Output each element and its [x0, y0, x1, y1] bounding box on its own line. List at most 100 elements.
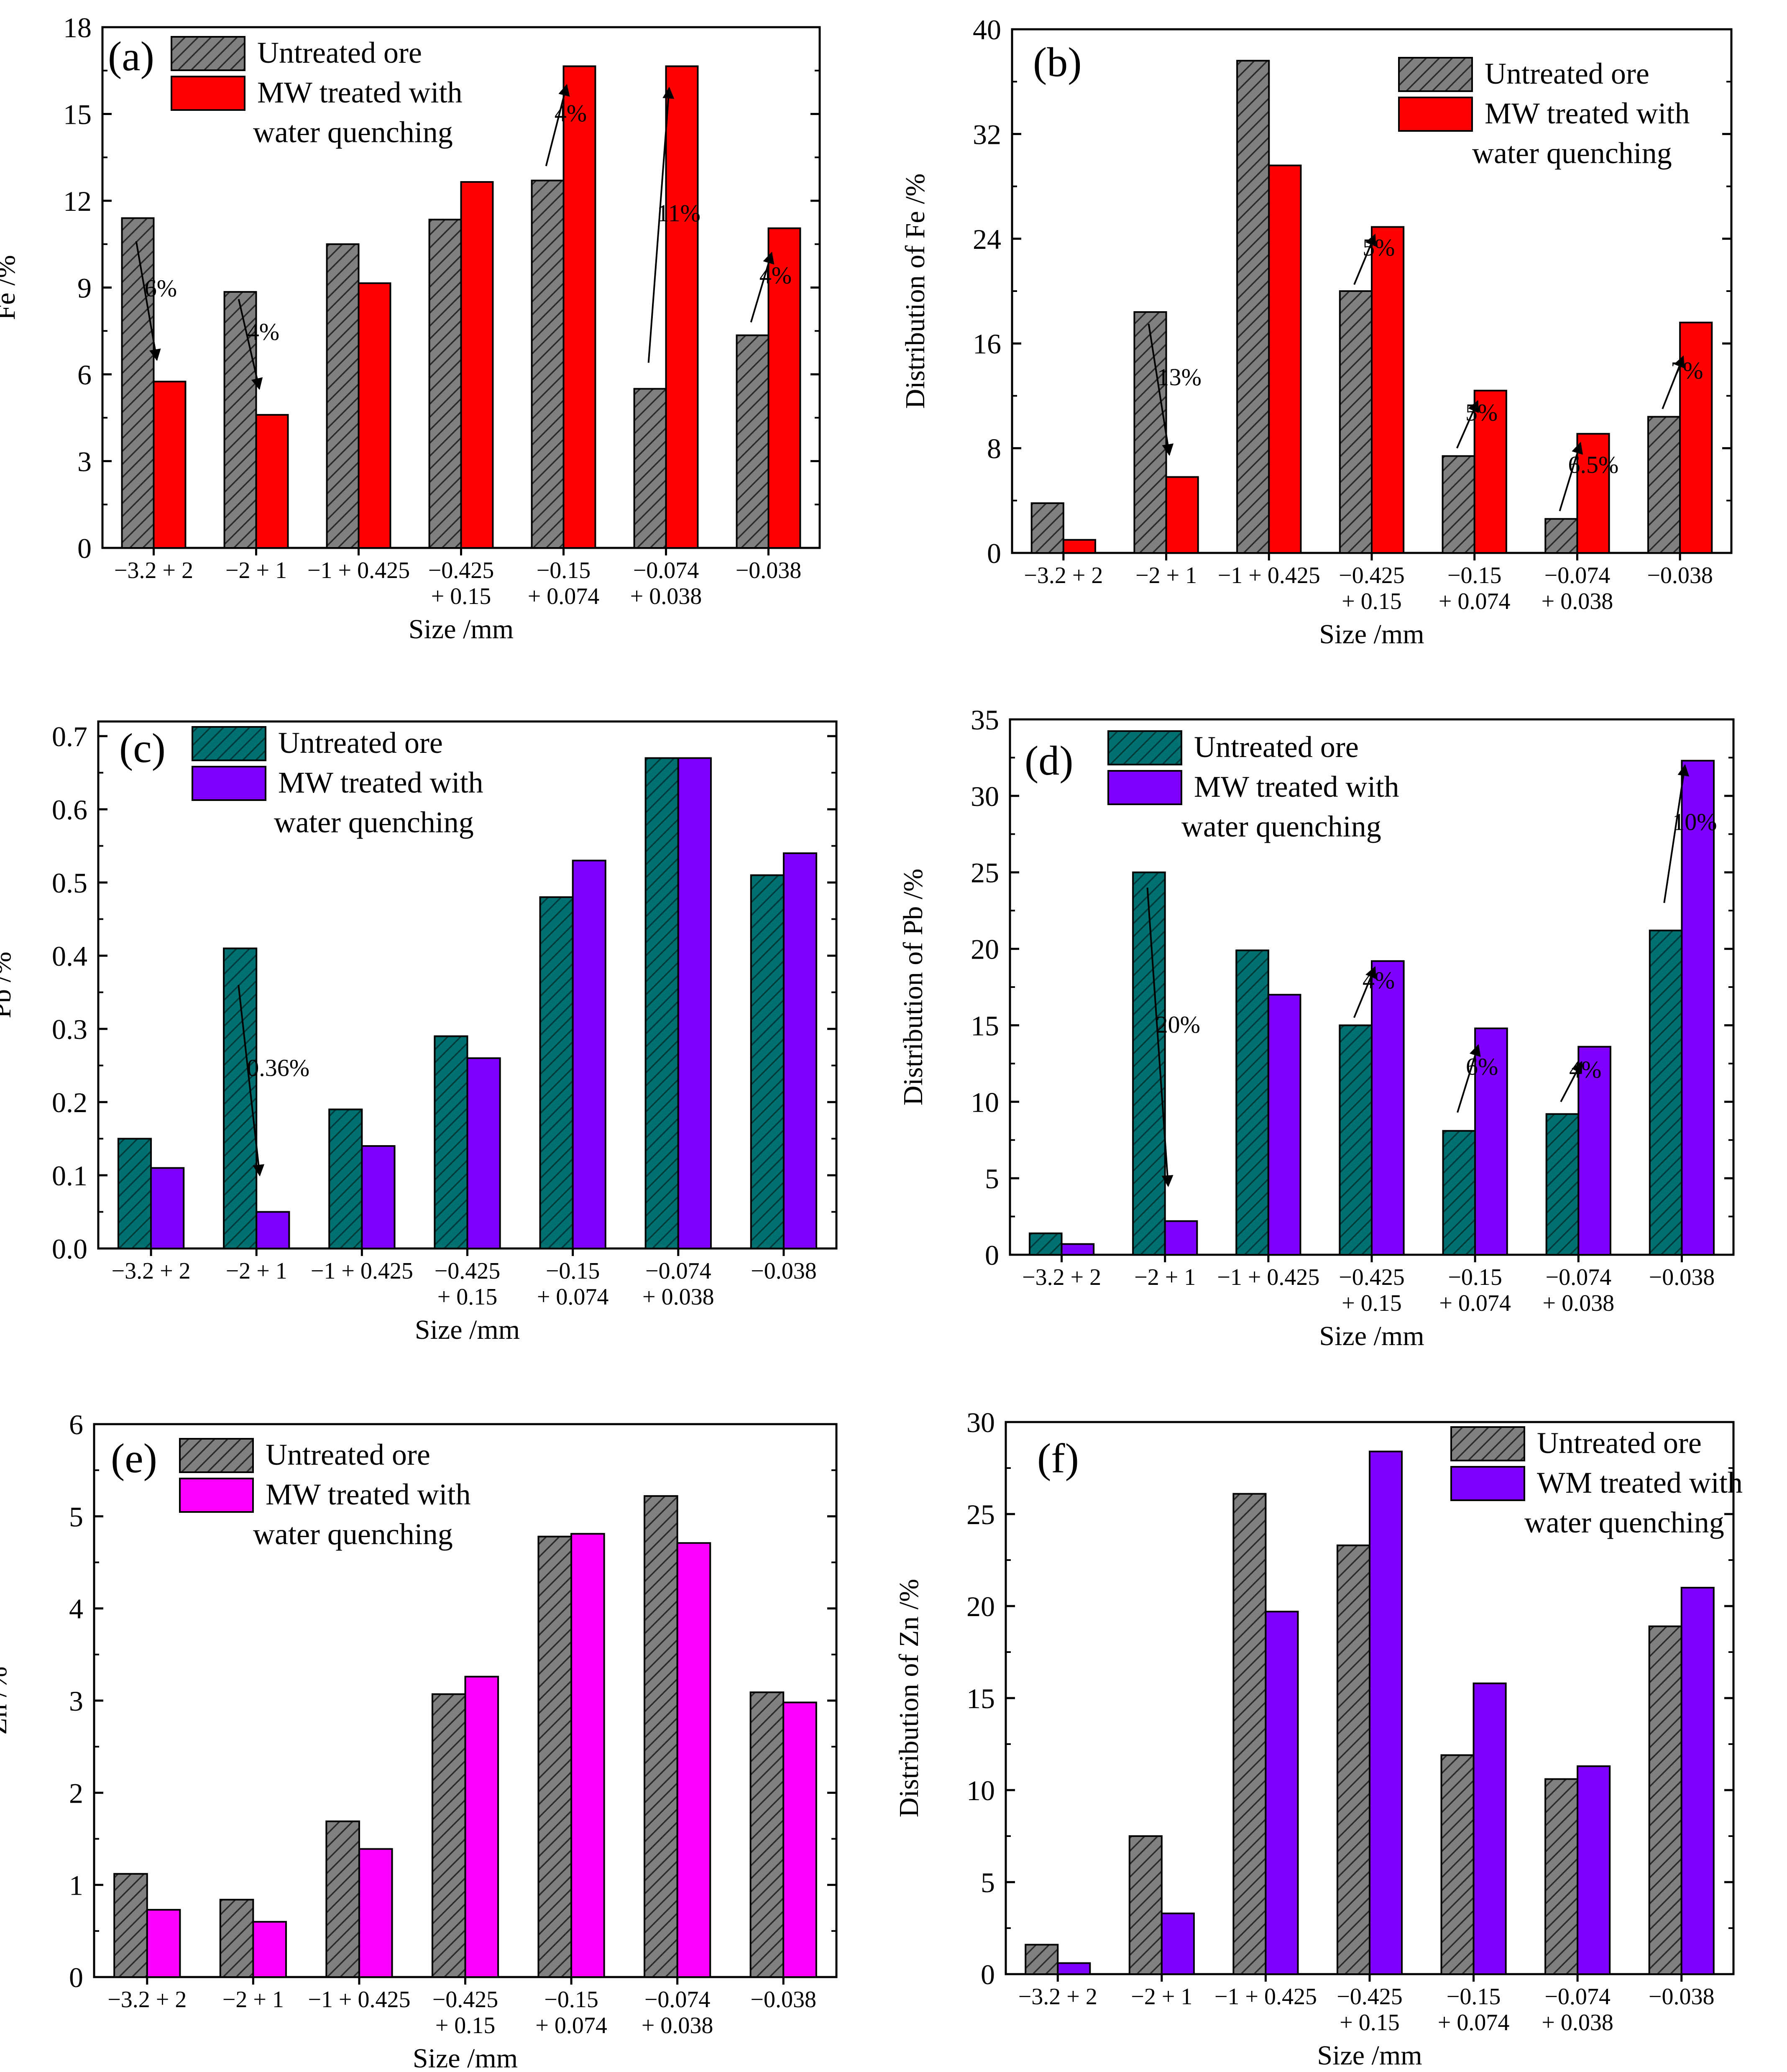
y-tick-label: 15	[63, 99, 92, 130]
x-tick-label: + 0.038	[1542, 2010, 1613, 2036]
x-tick-label: −3.2 + 2	[1024, 563, 1103, 588]
y-tick-label: 35	[971, 704, 999, 736]
y-tick-label: 8	[987, 433, 1001, 465]
y-tick-label: 2	[69, 1777, 83, 1809]
y-tick-label: 0.5	[52, 867, 87, 899]
legend-swatch-untreated	[1398, 57, 1473, 92]
legend-label: water quenching	[1181, 810, 1381, 843]
x-axis-title: Size /mm	[409, 614, 514, 645]
y-tick-label: 0.0	[52, 1233, 87, 1265]
annotation-label: 6.5%	[1568, 451, 1619, 478]
bar-untreated-3	[431, 1693, 466, 1978]
y-tick-label: 0	[69, 1962, 83, 1993]
bar-untreated-0	[121, 217, 155, 549]
y-tick-label: 15	[971, 1010, 999, 1041]
bar-treated-4	[562, 65, 596, 549]
x-tick-label: −3.2 + 2	[1022, 1264, 1101, 1290]
bar-treated-3	[1371, 226, 1405, 554]
x-tick-label: −0.038	[750, 1987, 816, 2013]
x-tick-label: −0.074	[1544, 1984, 1611, 2010]
annotation-label: 11%	[657, 200, 700, 227]
bar-untreated-0	[113, 1873, 148, 1978]
annotation-arrow	[1457, 1044, 1481, 1113]
x-tick-label: + 0.038	[642, 2013, 713, 2039]
y-tick-label: 5	[981, 1867, 995, 1898]
bar-treated-0	[1057, 1962, 1091, 1975]
bar-untreated-4	[539, 896, 574, 1249]
x-tick-label: −0.038	[736, 558, 802, 583]
annotation-label: 6%	[1466, 1053, 1498, 1080]
annotation-arrow	[1353, 233, 1376, 285]
bar-treated-2	[358, 282, 391, 549]
x-tick-label: −0.038	[751, 1258, 817, 1284]
bar-treated-4	[1473, 389, 1507, 554]
bar-treated-1	[256, 1211, 290, 1249]
legend-label: MW treated with	[257, 76, 463, 109]
bar-treated-1	[1164, 1220, 1198, 1256]
panel-label: (b)	[1033, 39, 1082, 85]
bar-untreated-0	[1028, 1232, 1063, 1256]
annotation-label: 7%	[1671, 357, 1703, 384]
bar-treated-2	[1267, 994, 1301, 1256]
bar-untreated-6	[749, 1691, 785, 1978]
x-tick-label: −0.425	[428, 558, 494, 583]
x-tick-label: −0.425	[1339, 563, 1405, 588]
y-tick-label: 3	[69, 1685, 83, 1717]
x-tick-label: −2 + 1	[1134, 1264, 1196, 1290]
bar-treated-3	[1369, 1450, 1403, 1975]
bar-treated-1	[252, 1921, 287, 1978]
legend-swatch-treated	[171, 76, 245, 111]
legend-swatch-treated	[192, 766, 266, 801]
x-tick-label: + 0.15	[435, 2013, 496, 2039]
y-tick-label: 15	[966, 1683, 995, 1714]
legend: Untreated ore MW treated with water quench…	[179, 1438, 471, 1551]
annotation-arrow	[1148, 323, 1174, 456]
y-axis-title: Zn /%	[0, 1666, 13, 1734]
x-tick-label: + 0.074	[1438, 2010, 1510, 2036]
bar-treated-2	[1268, 164, 1302, 554]
y-tick-label: 0.1	[52, 1160, 87, 1192]
bar-untreated-6	[736, 334, 770, 549]
bar-untreated-4	[1440, 1754, 1475, 1975]
y-tick-label: 0.3	[52, 1013, 87, 1045]
x-axis-title: Size /mm	[1317, 2040, 1422, 2071]
annotation-arrow	[750, 251, 775, 323]
annotation-arrow	[1353, 966, 1376, 1018]
annotation-arrow	[1456, 400, 1479, 449]
x-tick-label: + 0.038	[1542, 1290, 1614, 1316]
x-axis-title: Size /mm	[1319, 1321, 1424, 1351]
annotation-label: 6%	[145, 275, 177, 302]
x-tick-label: −0.15	[544, 1987, 598, 2013]
panel-label: (e)	[111, 1435, 157, 1481]
y-tick-label: 0	[981, 1959, 995, 1990]
y-tick-label: 30	[966, 1407, 995, 1438]
x-tick-label: −3.2 + 2	[114, 558, 193, 583]
annotation-arrow	[1146, 888, 1173, 1187]
x-tick-label: + 0.074	[1439, 588, 1511, 614]
x-tick-label: −0.074	[644, 1987, 711, 2013]
bar-treated-4	[1473, 1682, 1507, 1975]
legend-label: Untreated ore	[1194, 730, 1359, 764]
x-tick-label: −3.2 + 2	[107, 1987, 187, 2013]
bar-treated-2	[361, 1145, 396, 1249]
bar-untreated-0	[1030, 502, 1064, 554]
y-tick-label: 18	[63, 12, 92, 43]
y-tick-label: 25	[971, 857, 999, 889]
bar-treated-4	[572, 859, 606, 1249]
bar-untreated-6	[1649, 929, 1683, 1256]
legend-label: Untreated ore	[266, 1438, 430, 1471]
bar-untreated-2	[1236, 60, 1270, 554]
bar-treated-5	[677, 757, 712, 1249]
y-axis-title: Pb /%	[0, 952, 17, 1018]
bar-treated-5	[665, 65, 699, 549]
bar-untreated-3	[1339, 1024, 1373, 1256]
x-tick-label: −0.038	[1649, 1984, 1715, 2010]
y-tick-label: 9	[77, 272, 92, 304]
bar-treated-2	[1265, 1611, 1299, 1975]
bar-untreated-6	[1647, 416, 1681, 554]
legend: Untreated ore MW treated with water quench…	[1398, 57, 1690, 170]
bar-untreated-5	[1544, 518, 1578, 554]
x-tick-label: −0.074	[633, 558, 699, 583]
x-tick-label: −1 + 0.425	[308, 1987, 410, 2013]
